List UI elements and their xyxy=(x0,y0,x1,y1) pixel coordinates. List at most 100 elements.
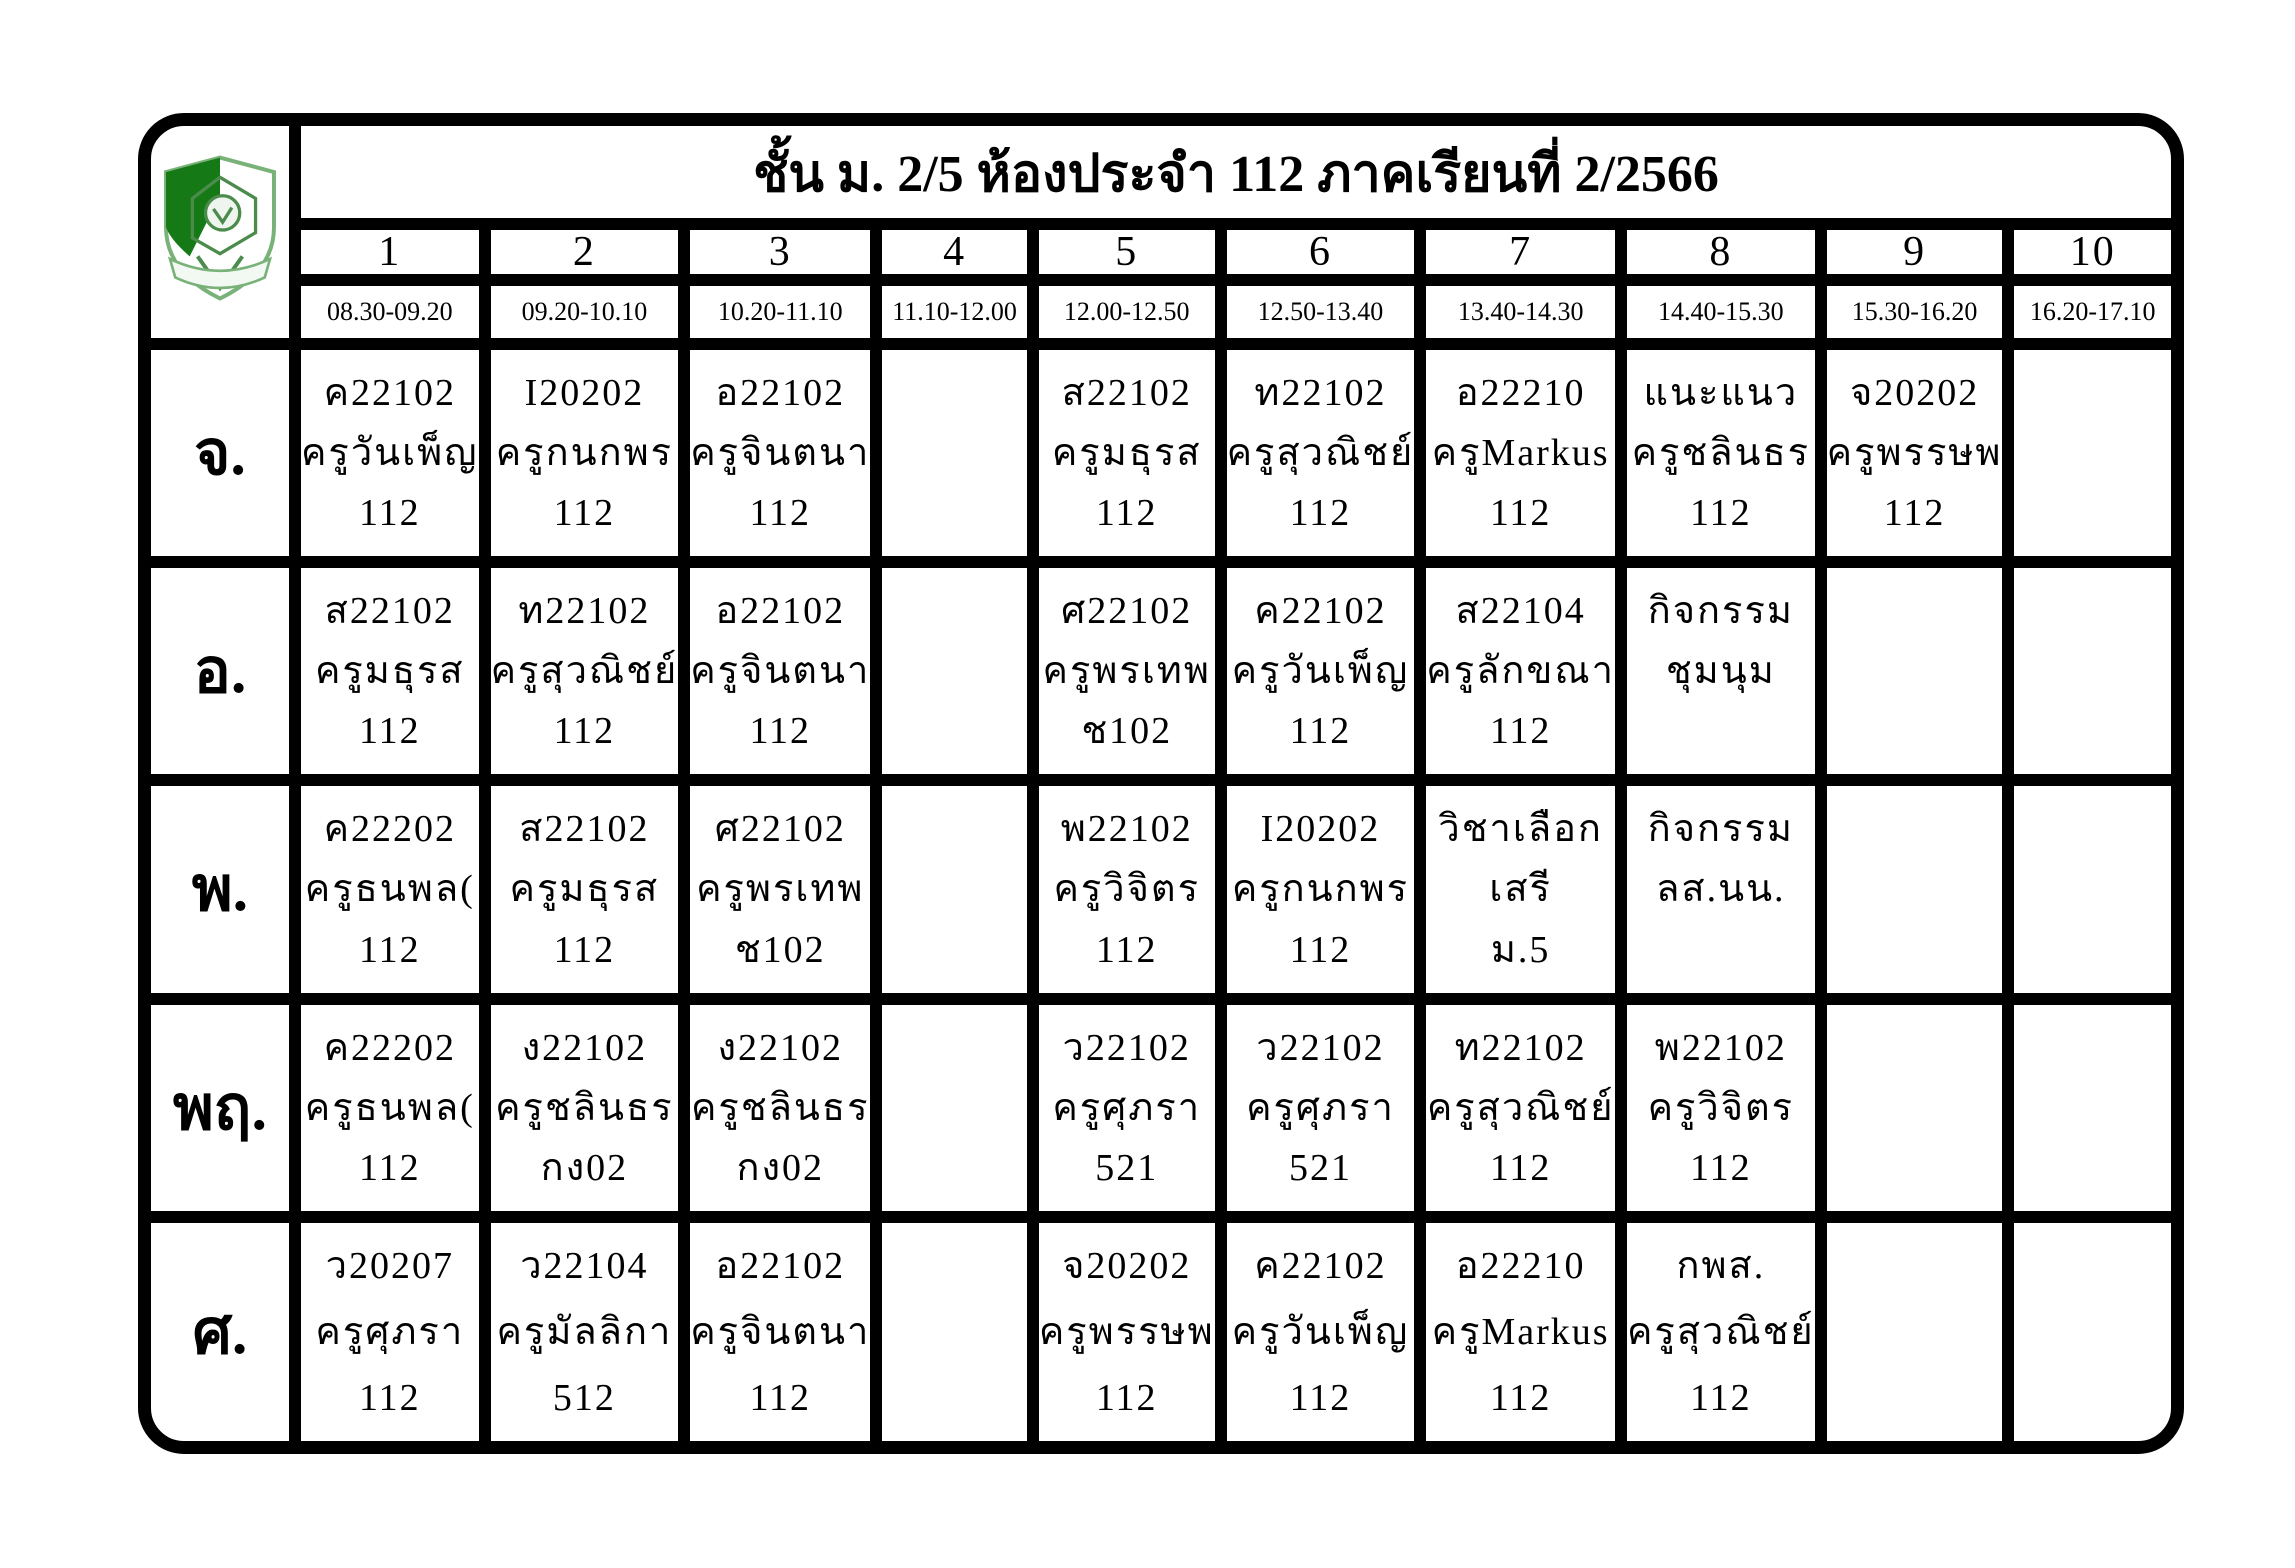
room-number: 112 xyxy=(553,492,616,535)
timetable-cell: อ22102 ครูจินตนา 112 xyxy=(690,1222,883,1441)
timetable-cell xyxy=(1827,1222,2015,1441)
subject-code: ท22102 xyxy=(1254,372,1387,414)
timetable-cell: I20202 ครูกนกพร 112 xyxy=(1226,786,1427,1005)
room-number: 112 xyxy=(1289,928,1352,971)
subject-code: แนะแนว xyxy=(1643,372,1799,414)
school-crest-icon xyxy=(154,151,286,314)
timetable-cell xyxy=(882,1222,1039,1441)
subject-code: ค22102 xyxy=(323,372,456,414)
room-number: 112 xyxy=(1489,1376,1552,1419)
room-number: 112 xyxy=(1289,492,1352,535)
room-number: 112 xyxy=(1095,492,1158,535)
teacher-name: ครูมธุรส xyxy=(1051,432,1202,475)
teacher-name: ครูพรรษพ xyxy=(1826,432,2003,475)
timetable-cell: อ22210 ครูMarkus 112 xyxy=(1426,1222,1627,1441)
room-number: 112 xyxy=(358,492,421,535)
timetable-cell xyxy=(882,568,1039,787)
teacher-name: ครูกนกพร xyxy=(1231,868,1410,911)
teacher-name: ครูวันเพ็ญ xyxy=(1231,650,1410,693)
teacher-name: ครูศุภรา xyxy=(1246,1086,1395,1129)
room-number: 112 xyxy=(1489,492,1552,535)
room-number: 112 xyxy=(749,710,812,753)
room-number: 112 xyxy=(749,1376,812,1419)
room-number: 512 xyxy=(552,1376,616,1419)
teacher-name: ครูกนกพร xyxy=(495,432,674,475)
teacher-name: ครูจินตนา xyxy=(690,432,871,475)
timetable-cell: ท22102 ครูสุวณิชย์ 112 xyxy=(1426,1004,1627,1223)
timetable-cell: จ20202 ครูพรรษพ 112 xyxy=(1039,1222,1227,1441)
timetable-cell xyxy=(1826,1004,2015,1223)
room-number: ม.5 xyxy=(1490,928,1551,971)
time-header-6: 12.50-13.40 xyxy=(1226,286,1427,350)
teacher-name: ครูสุวณิชย์ xyxy=(1226,432,1415,475)
timetable-cell: ท22102 ครูสุวณิชย์ 112 xyxy=(490,568,691,787)
time-header-2: 09.20-10.10 xyxy=(490,286,691,350)
room-number: 112 xyxy=(358,1376,421,1419)
teacher-name: ครูศุภรา xyxy=(1052,1086,1202,1129)
room-number: 112 xyxy=(1690,1146,1752,1189)
period-header-8: 8 xyxy=(1627,229,1827,286)
time-header-10: 16.20-17.10 xyxy=(2014,286,2171,350)
room-number: 112 xyxy=(1690,1376,1752,1419)
teacher-name: ครูพรเทพ xyxy=(696,868,865,911)
timetable-cell: กพส. ครูสุวณิชย์ 112 xyxy=(1627,1222,1827,1441)
timetable-cell: วิชาเลือก เสรี ม.5 xyxy=(1426,786,1627,1005)
timetable-cell: กิจกรรม ชุมนุม xyxy=(1627,568,1827,787)
timetable-cell xyxy=(2014,350,2171,569)
day-label: พฤ. xyxy=(151,1004,301,1223)
teacher-name: ครูมธุรส xyxy=(509,868,660,911)
teacher-name: ครูวิจิตร xyxy=(1053,868,1200,911)
subject-code: ท22102 xyxy=(518,590,651,633)
teacher-name: ครูสุวณิชย์ xyxy=(1627,1310,1815,1353)
room-number: 112 xyxy=(1095,1376,1158,1419)
room-number: 112 xyxy=(553,928,616,971)
time-header-5: 12.00-12.50 xyxy=(1038,286,1227,350)
time-header-3: 10.20-11.10 xyxy=(690,286,883,350)
teacher-name: ครูชลินธร xyxy=(691,1086,870,1129)
period-header-2: 2 xyxy=(490,229,691,286)
time-header-1: 08.30-09.20 xyxy=(301,286,491,350)
timetable-cell: ว20207 ครูศุภรา 112 xyxy=(301,1222,491,1441)
teacher-name: ครูMarkus xyxy=(1431,1310,1610,1353)
room-number: ช102 xyxy=(734,928,826,971)
subject-code: ส22102 xyxy=(519,808,650,851)
room-number: 112 xyxy=(1883,492,1946,535)
timetable-cell: ส22102 ครูมธุรส 112 xyxy=(490,786,691,1005)
time-header-9: 15.30-16.20 xyxy=(1826,286,2015,350)
room-number: กง02 xyxy=(540,1146,629,1189)
subject-code: ค22202 xyxy=(323,808,456,851)
timetable-cell: I20202 ครูกนกพร 112 xyxy=(490,350,691,569)
timetable-cell xyxy=(1826,568,2015,787)
subject-code: วิชาเลือก xyxy=(1438,808,1603,851)
timetable-cell: ว22102 ครูศุภรา 521 xyxy=(1038,1004,1227,1223)
subject-code: กิจกรรม xyxy=(1647,590,1794,633)
timetable-cell xyxy=(882,350,1039,569)
timetable-cell: อ22102 ครูจินตนา 112 xyxy=(690,568,883,787)
timetable-cell: ส22102 ครูมธุรส 112 xyxy=(1038,350,1227,569)
teacher-name: ครูชลินธร xyxy=(495,1086,674,1129)
timetable-cell: ค22202 ครูธนพล(112 xyxy=(301,786,491,1005)
subject-code: ท22102 xyxy=(1454,1026,1587,1069)
teacher-name: ครูจินตนา xyxy=(690,1310,871,1353)
subject-code: ว20207 xyxy=(325,1244,454,1287)
teacher-name: ครูพรเทพ xyxy=(1042,650,1211,693)
timetable-cell xyxy=(882,1004,1039,1223)
period-header-5: 5 xyxy=(1038,229,1227,286)
subject-code: อ22102 xyxy=(715,372,846,414)
timetable-cell: อ22102 ครูจินตนา 112 xyxy=(690,350,883,569)
timetable-cell xyxy=(2014,1223,2171,1441)
timetable-cell: ค22202 ครูธนพล(112 xyxy=(301,1004,491,1223)
period-header-7: 7 xyxy=(1426,229,1627,286)
timetable-cell: ว22102 ครูศุภรา 521 xyxy=(1226,1004,1427,1223)
time-header-7: 13.40-14.30 xyxy=(1426,286,1627,350)
teacher-name: ครูสุวณิชย์ xyxy=(1426,1086,1615,1129)
subject-code: พ22102 xyxy=(1654,1026,1787,1069)
room-number: 112 xyxy=(358,928,421,971)
timetable-cell: ส22102 ครูมธุรส 112 xyxy=(301,568,491,787)
time-header-8: 14.40-15.30 xyxy=(1627,286,1827,350)
timetable-cell: ค22102 ครูวันเพ็ญ 112 xyxy=(301,350,491,569)
room-number: 521 xyxy=(1288,1146,1352,1189)
timetable-cell: ง22102 ครูชลินธร กง02 xyxy=(490,1004,691,1223)
timetable-cell xyxy=(2014,1005,2171,1223)
room-number: 112 xyxy=(1489,1146,1552,1189)
